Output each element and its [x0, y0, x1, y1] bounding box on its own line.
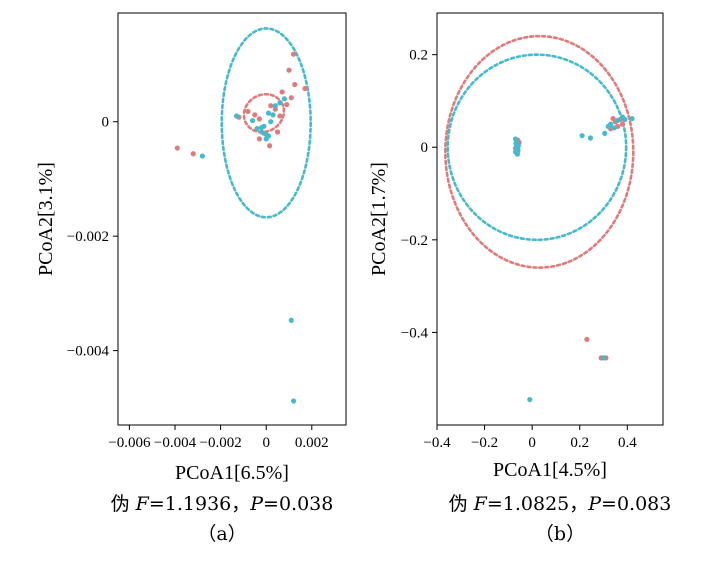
- data-point-red: [277, 113, 283, 119]
- y-tick-label: −0.002: [67, 229, 109, 245]
- y-axis-label: PCoA2[3.1%]: [35, 162, 57, 276]
- data-point-red: [267, 143, 273, 149]
- plot-frame: [436, 12, 664, 426]
- x-tick-label: 0: [528, 435, 536, 451]
- x-tick-label: 0.002: [295, 435, 329, 451]
- data-point-red: [302, 85, 308, 92]
- y-tick-label: 0.2: [409, 48, 428, 64]
- data-point-red: [284, 101, 290, 108]
- data-point-blue: [272, 103, 278, 109]
- plot-frame: [117, 12, 347, 426]
- data-point-blue: [608, 121, 614, 127]
- data-point-blue: [602, 130, 608, 136]
- data-point-blue: [629, 115, 635, 122]
- x-tick-label: −0.4: [423, 435, 451, 451]
- panel-a-chart: −0.006 −0.004 −0.002 0 0.0020−0.002−0.004PCo…: [35, 12, 347, 545]
- data-point-blue: [199, 153, 205, 159]
- caption-part: 伪: [449, 493, 474, 515]
- data-point-blue: [270, 112, 276, 118]
- data-point-red: [610, 115, 616, 122]
- data-point-blue: [268, 119, 274, 125]
- x-tick-label: −0.2: [471, 435, 498, 451]
- x-tick-label: −0.004: [154, 435, 197, 451]
- data-point-blue: [579, 133, 585, 139]
- panel-label: （a）: [197, 523, 246, 545]
- panel-label: （b）: [535, 523, 585, 545]
- data-point-blue: [527, 396, 533, 403]
- data-point-blue: [514, 150, 520, 156]
- x-tick-label: 0.2: [570, 435, 589, 451]
- x-tick-label: −0.002: [199, 435, 241, 451]
- data-point-blue: [249, 117, 256, 124]
- y-tick-label: −0.2: [401, 233, 428, 249]
- data-point-red: [268, 103, 274, 109]
- y-tick-label: −0.004: [67, 344, 110, 360]
- data-point-blue: [261, 123, 267, 129]
- y-tick-label: −0.4: [401, 325, 429, 341]
- caption-part: =0.038: [263, 493, 333, 515]
- data-point-red: [174, 145, 180, 151]
- data-point-blue: [615, 117, 621, 123]
- data-point-red: [256, 136, 262, 142]
- caption-part: F: [135, 493, 150, 515]
- data-point-red: [584, 336, 590, 342]
- confidence-ellipse-blue: [220, 27, 312, 219]
- data-point-blue: [277, 100, 283, 106]
- data-point-blue: [233, 113, 240, 119]
- data-point-blue: [512, 136, 519, 142]
- data-point-blue: [288, 317, 294, 323]
- data-point-red: [279, 89, 285, 95]
- x-axis-label: PCoA1[4.5%]: [493, 459, 607, 481]
- y-tick-label: 0: [421, 140, 429, 156]
- data-point-blue: [290, 398, 297, 404]
- caption-part: =1.1936，: [149, 493, 250, 515]
- data-point-red: [292, 81, 298, 88]
- data-point-red: [252, 112, 258, 118]
- caption-part: P: [587, 493, 602, 515]
- caption-part: 伪: [111, 493, 136, 515]
- confidence-ellipse-blue: [446, 53, 628, 242]
- y-tick-label: 0: [102, 115, 110, 131]
- data-point-blue: [600, 355, 607, 361]
- data-point-blue: [259, 129, 265, 135]
- data-point-red: [245, 108, 251, 115]
- data-point-red: [286, 67, 292, 73]
- data-point-blue: [587, 135, 594, 141]
- x-tick-label: 0: [262, 435, 270, 451]
- x-tick-label: −0.006: [108, 435, 151, 451]
- data-point-blue: [265, 133, 272, 139]
- caption-part: F: [473, 493, 488, 515]
- data-point-blue: [265, 110, 272, 116]
- caption-part: =1.0825，: [487, 493, 588, 515]
- data-point-blue: [515, 143, 521, 149]
- caption-statistic: 伪 F=1.1936，P=0.038: [111, 493, 334, 515]
- x-axis-label: PCoA1[6.5%]: [175, 462, 289, 484]
- data-point-red: [256, 116, 262, 122]
- data-point-red: [290, 51, 297, 57]
- caption-statistic: 伪 F=1.0825，P=0.083: [449, 493, 672, 515]
- data-point-blue: [622, 116, 628, 123]
- data-point-red: [190, 151, 196, 157]
- caption-part: P: [249, 493, 264, 515]
- data-point-blue: [611, 125, 617, 131]
- data-point-red: [288, 95, 294, 101]
- data-point-red: [619, 121, 626, 127]
- caption-part: =0.083: [601, 493, 671, 515]
- y-axis-label: PCoA2[1.7%]: [368, 162, 390, 276]
- data-point-red: [275, 129, 281, 135]
- x-tick-label: 0.4: [618, 435, 637, 451]
- data-point-blue: [254, 125, 260, 132]
- panel-b-chart: −0.4 −0.2 0 0.2 0.4 0.2 0 −0.2 −0.4 PCoA1[4.5%] PC…: [368, 12, 672, 545]
- data-point-blue: [281, 96, 288, 102]
- confidence-ellipse-red: [444, 34, 635, 269]
